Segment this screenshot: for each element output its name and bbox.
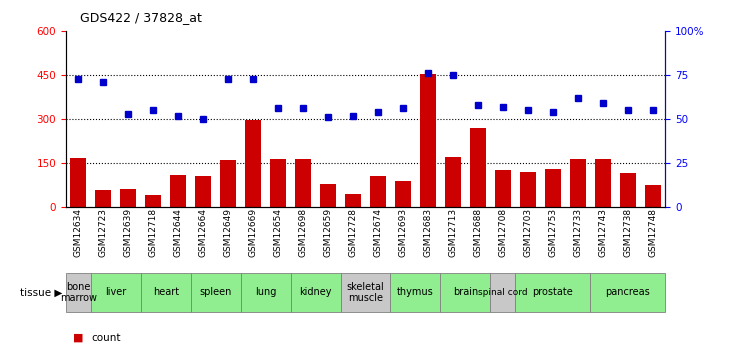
Bar xyxy=(520,172,536,207)
Text: pancreas: pancreas xyxy=(605,287,650,297)
Bar xyxy=(470,128,486,207)
Bar xyxy=(545,169,561,207)
Text: skeletal
muscle: skeletal muscle xyxy=(346,282,385,303)
Bar xyxy=(220,160,236,207)
Text: GSM12753: GSM12753 xyxy=(548,208,557,257)
Text: GDS422 / 37828_at: GDS422 / 37828_at xyxy=(80,11,202,24)
Text: GSM12654: GSM12654 xyxy=(273,208,283,257)
Text: GSM12669: GSM12669 xyxy=(249,208,257,257)
Text: brain: brain xyxy=(452,287,478,297)
Text: GSM12649: GSM12649 xyxy=(224,208,232,257)
Bar xyxy=(270,159,287,207)
Text: GSM12634: GSM12634 xyxy=(74,208,83,257)
Bar xyxy=(290,273,341,312)
Text: kidney: kidney xyxy=(299,287,332,297)
Bar xyxy=(95,190,111,207)
Bar xyxy=(70,158,86,207)
Bar xyxy=(140,273,191,312)
Text: GSM12659: GSM12659 xyxy=(324,208,333,257)
Bar xyxy=(620,173,636,207)
Bar xyxy=(120,189,137,207)
Bar xyxy=(91,273,140,312)
Bar xyxy=(491,273,515,312)
Text: GSM12743: GSM12743 xyxy=(598,208,607,257)
Bar xyxy=(515,273,591,312)
Text: GSM12664: GSM12664 xyxy=(199,208,208,257)
Text: count: count xyxy=(91,333,121,343)
Text: GSM12693: GSM12693 xyxy=(398,208,407,257)
Bar xyxy=(145,195,162,207)
Text: GSM12688: GSM12688 xyxy=(474,208,482,257)
Text: GSM12698: GSM12698 xyxy=(298,208,308,257)
Text: spleen: spleen xyxy=(200,287,232,297)
Bar xyxy=(245,120,261,207)
Bar xyxy=(591,273,665,312)
Bar xyxy=(170,175,186,207)
Text: GSM12728: GSM12728 xyxy=(349,208,357,257)
Text: GSM12639: GSM12639 xyxy=(124,208,133,257)
Bar xyxy=(240,273,290,312)
Bar xyxy=(66,273,91,312)
Text: GSM12723: GSM12723 xyxy=(99,208,107,257)
Text: GSM12644: GSM12644 xyxy=(174,208,183,257)
Bar xyxy=(320,184,336,207)
Text: tissue ▶: tissue ▶ xyxy=(20,287,62,297)
Text: GSM12733: GSM12733 xyxy=(573,208,583,257)
Bar xyxy=(594,159,611,207)
Text: ■: ■ xyxy=(73,333,83,343)
Text: thymus: thymus xyxy=(397,287,433,297)
Text: liver: liver xyxy=(105,287,126,297)
Text: lung: lung xyxy=(255,287,276,297)
Bar xyxy=(195,176,211,207)
Bar xyxy=(295,159,311,207)
Text: GSM12683: GSM12683 xyxy=(423,208,433,257)
Text: GSM12674: GSM12674 xyxy=(374,208,382,257)
Text: heart: heart xyxy=(153,287,179,297)
Bar xyxy=(569,159,586,207)
Text: prostate: prostate xyxy=(532,287,573,297)
Bar xyxy=(345,194,361,207)
Bar xyxy=(341,273,390,312)
Bar xyxy=(444,157,461,207)
Text: GSM12748: GSM12748 xyxy=(648,208,657,257)
Bar xyxy=(495,170,511,207)
Bar xyxy=(370,176,386,207)
Bar xyxy=(420,73,436,207)
Text: GSM12713: GSM12713 xyxy=(448,208,458,257)
Text: GSM12738: GSM12738 xyxy=(624,208,632,257)
Bar xyxy=(645,185,661,207)
Text: bone
marrow: bone marrow xyxy=(60,282,96,303)
Text: GSM12718: GSM12718 xyxy=(148,208,158,257)
Bar xyxy=(395,181,411,207)
Bar xyxy=(440,273,491,312)
Text: GSM12703: GSM12703 xyxy=(523,208,532,257)
Text: spinal cord: spinal cord xyxy=(478,288,528,297)
Text: GSM12708: GSM12708 xyxy=(499,208,507,257)
Bar xyxy=(191,273,240,312)
Bar xyxy=(390,273,440,312)
